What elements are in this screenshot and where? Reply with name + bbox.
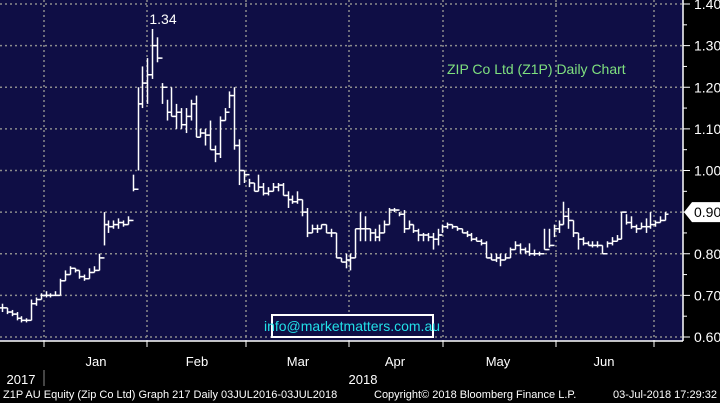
ohlc-bar [662, 212, 669, 222]
y-tick-label: 1.40 [694, 0, 720, 12]
y-tick-label: 1.10 [694, 121, 720, 137]
x-year-label: 2017 [7, 372, 36, 387]
watermark-email: info@marketmatters.com.au [264, 318, 440, 334]
y-tick-label: 0.70 [694, 287, 720, 303]
x-month-label: Jan [86, 354, 107, 369]
x-month-label: Feb [186, 354, 208, 369]
y-tick-label: 1.00 [694, 163, 720, 179]
chart-title: ZIP Co Ltd (Z1P) Daily Chart [447, 61, 626, 77]
x-month-label: Mar [287, 354, 310, 369]
price-bars [0, 28, 669, 323]
x-month-label: Apr [385, 354, 406, 369]
x-month-label: Jun [594, 354, 615, 369]
footer-copyright: Copyright© 2018 Bloomberg Finance L.P. [374, 389, 576, 401]
footer-security: Z1P AU Equity (Zip Co Ltd) Graph 217 Dai… [3, 389, 337, 401]
footer-timestamp: 03-Jul-2018 17:29:32 [613, 389, 717, 401]
y-tick-label: 0.80 [694, 246, 720, 262]
last-price-label: 0.90 [694, 204, 720, 220]
watermark-box [271, 314, 434, 338]
y-tick-label: 0.60 [694, 329, 720, 345]
x-month-label: May [486, 354, 511, 369]
y-tick-label: 1.20 [694, 79, 720, 95]
y-tick-label: 1.30 [694, 38, 720, 54]
last-price-badge [684, 202, 720, 223]
peak-annotation: 1.34 [149, 11, 176, 27]
x-axis: Jan Feb Mar Apr May Jun 2017 2018 [0, 340, 683, 387]
y-axis: 1.40 1.30 1.20 1.10 1.00 0.80 0.70 0.60 0.90 [682, 0, 720, 345]
x-year-label: 2018 [349, 372, 378, 387]
